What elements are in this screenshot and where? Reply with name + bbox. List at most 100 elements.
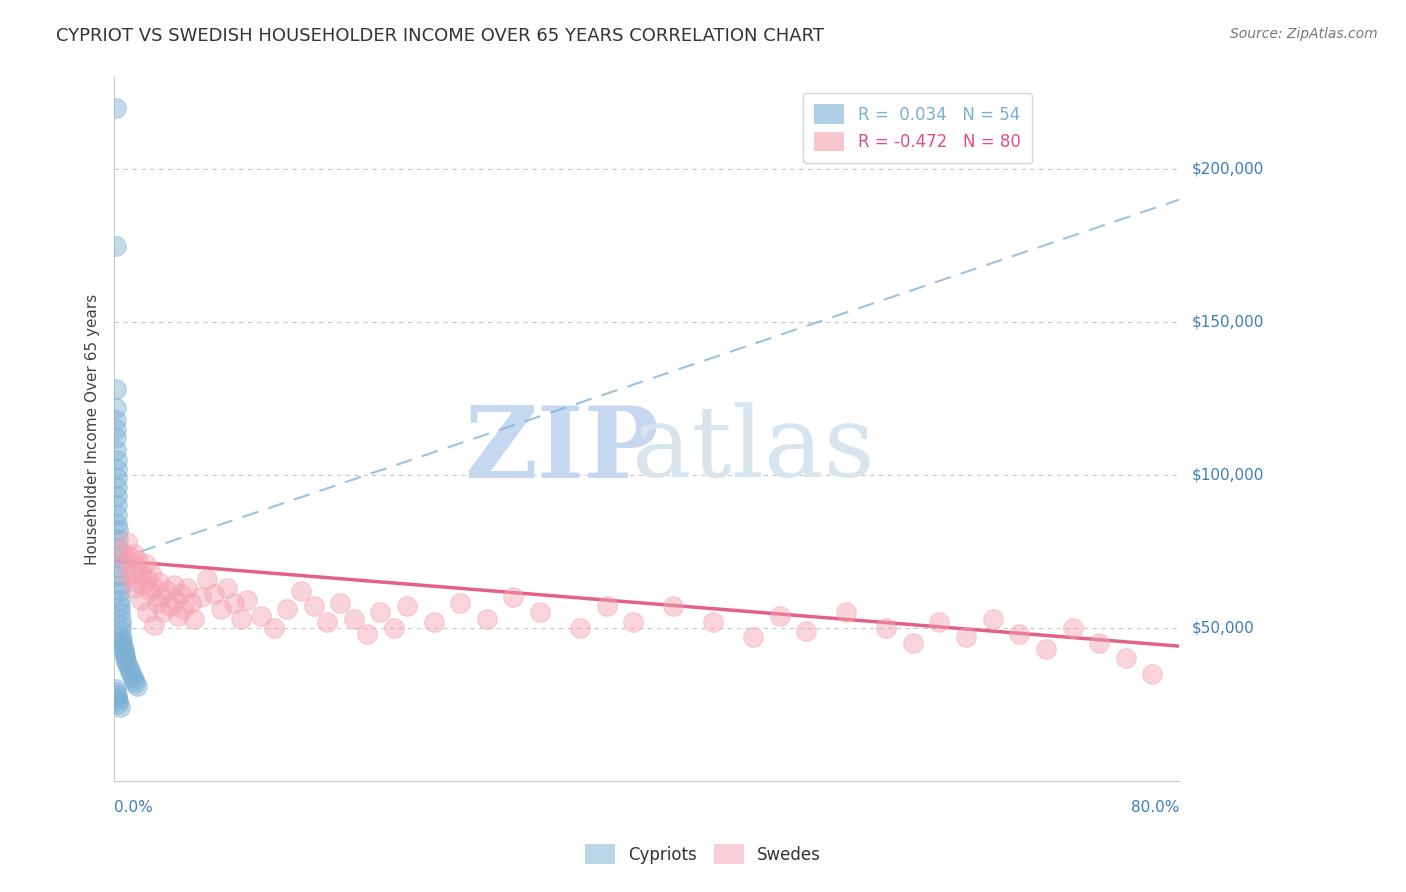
Point — [108, 599, 131, 614]
Point — [132, 578, 155, 592]
Point — [127, 553, 149, 567]
Point — [114, 651, 136, 665]
Point — [222, 596, 245, 610]
Point — [152, 606, 174, 620]
Point — [148, 574, 170, 589]
Text: CYPRIOT VS SWEDISH HOUSEHOLDER INCOME OVER 65 YEARS CORRELATION CHART: CYPRIOT VS SWEDISH HOUSEHOLDER INCOME OV… — [56, 27, 824, 45]
Point — [1142, 666, 1164, 681]
Point — [104, 382, 127, 396]
Point — [1035, 642, 1057, 657]
Point — [110, 544, 132, 558]
Point — [105, 691, 128, 706]
Point — [1008, 627, 1031, 641]
Point — [146, 596, 169, 610]
Point — [302, 599, 325, 614]
Point — [120, 550, 142, 565]
Point — [129, 593, 152, 607]
Point — [110, 617, 132, 632]
Text: Source: ZipAtlas.com: Source: ZipAtlas.com — [1230, 27, 1378, 41]
Point — [107, 523, 129, 537]
Point — [107, 569, 129, 583]
Point — [195, 572, 218, 586]
Point — [104, 401, 127, 415]
Point — [382, 621, 405, 635]
Point — [108, 584, 131, 599]
Text: $50,000: $50,000 — [1192, 620, 1254, 635]
Point — [356, 627, 378, 641]
Point — [475, 612, 498, 626]
Text: $150,000: $150,000 — [1192, 315, 1264, 329]
Point — [183, 612, 205, 626]
Point — [105, 508, 128, 522]
Point — [190, 591, 212, 605]
Point — [111, 636, 134, 650]
Point — [107, 697, 129, 711]
Point — [121, 666, 143, 681]
Point — [136, 606, 159, 620]
Point — [217, 581, 239, 595]
Point — [316, 615, 339, 629]
Point — [104, 681, 127, 696]
Point — [104, 101, 127, 115]
Point — [742, 630, 765, 644]
Text: ZIP: ZIP — [464, 401, 659, 499]
Point — [1088, 636, 1111, 650]
Point — [122, 548, 145, 562]
Point — [955, 630, 977, 644]
Point — [794, 624, 817, 638]
Point — [170, 587, 193, 601]
Point — [595, 599, 617, 614]
Point — [112, 645, 135, 659]
Point — [125, 574, 148, 589]
Point — [121, 566, 143, 580]
Point — [202, 587, 225, 601]
Point — [105, 480, 128, 494]
Point — [104, 685, 127, 699]
Text: 0.0%: 0.0% — [114, 800, 153, 815]
Point — [120, 664, 142, 678]
Point — [136, 572, 159, 586]
Point — [928, 615, 950, 629]
Legend: R =  0.034   N = 54, R = -0.472   N = 80: R = 0.034 N = 54, R = -0.472 N = 80 — [803, 93, 1032, 163]
Point — [104, 413, 127, 427]
Point — [176, 581, 198, 595]
Text: 80.0%: 80.0% — [1130, 800, 1180, 815]
Point — [115, 654, 138, 668]
Point — [167, 608, 190, 623]
Point — [124, 675, 146, 690]
Point — [110, 624, 132, 638]
Point — [129, 566, 152, 580]
Point — [141, 566, 163, 580]
Point — [702, 615, 724, 629]
Point — [981, 612, 1004, 626]
Point — [121, 670, 143, 684]
Point — [111, 632, 134, 647]
Point — [110, 612, 132, 626]
Y-axis label: Householder Income Over 65 years: Householder Income Over 65 years — [86, 293, 100, 565]
Point — [112, 642, 135, 657]
Point — [105, 516, 128, 531]
Point — [104, 443, 127, 458]
Point — [122, 581, 145, 595]
Point — [1115, 651, 1137, 665]
Point — [209, 602, 232, 616]
Point — [108, 593, 131, 607]
Point — [125, 679, 148, 693]
Point — [276, 602, 298, 616]
Point — [114, 553, 136, 567]
Point — [114, 648, 136, 663]
Point — [105, 489, 128, 503]
Point — [875, 621, 897, 635]
Point — [769, 608, 792, 623]
Point — [172, 602, 194, 616]
Point — [118, 660, 141, 674]
Point — [143, 617, 166, 632]
Point — [104, 431, 127, 445]
Point — [329, 596, 352, 610]
Text: atlas: atlas — [631, 402, 875, 498]
Point — [117, 535, 139, 549]
Point — [449, 596, 471, 610]
Point — [180, 596, 202, 610]
Point — [104, 422, 127, 436]
Point — [621, 615, 644, 629]
